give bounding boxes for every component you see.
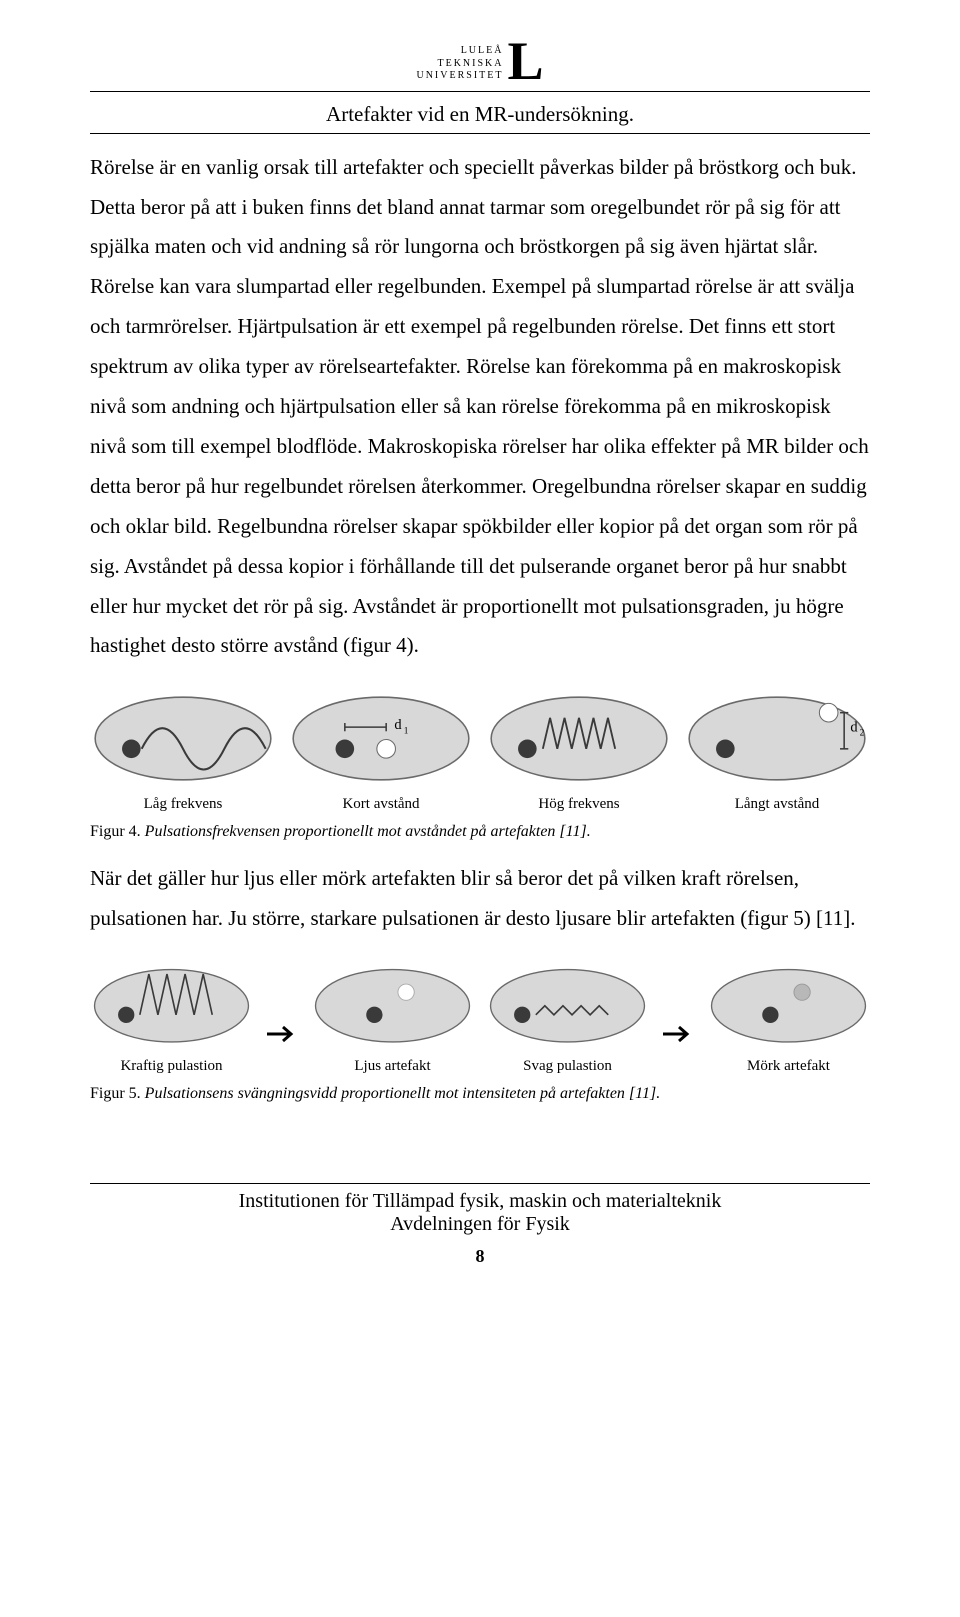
logo-line3: UNIVERSITET [416,70,503,83]
arrow-icon [267,1024,297,1075]
fig5-label-0: Kraftig pulastion [90,1058,253,1075]
header-rule-bottom [90,133,870,134]
header-rule-top [90,91,870,92]
logo-line2: TEKNISKA [416,58,503,71]
svg-text:d: d [850,720,858,736]
arrow-icon [663,1024,693,1075]
fig4-label-2: Hög frekvens [486,796,672,813]
svg-text:d: d [394,717,402,733]
fig4-caption-body: Pulsationsfrekvensen proportionellt mot … [145,823,591,840]
page: LULEÅ TEKNISKA UNIVERSITET L Artefakter … [90,0,870,1297]
fig5-item-1: Ljus artefakt [311,965,474,1075]
fig4-svg-high-freq [486,692,672,785]
fig5-label-3: Mörk artefakt [707,1058,870,1075]
fig5-item-3: Mörk artefakt [707,965,870,1075]
figure-4-caption: Figur 4. Pulsationsfrekvensen proportion… [90,823,870,841]
figure-5: Kraftig pulastion Ljus artefakt [90,965,870,1103]
logo-glyph: L [507,39,543,85]
fig4-item-2: Hög frekvens [486,692,672,813]
logo-text: LULEÅ TEKNISKA UNIVERSITET [416,45,503,83]
svg-text:2: 2 [860,729,865,739]
fig4-svg-low-freq [90,692,276,785]
fig5-item-2: Svag pulastion [486,965,649,1075]
fig5-caption-body: Pulsationsens svängningsvidd proportione… [145,1085,661,1102]
footer-line1: Institutionen för Tillämpad fysik, maski… [90,1190,870,1213]
fig4-label-1: Kort avstånd [288,796,474,813]
fig5-label-2: Svag pulastion [486,1058,649,1075]
figure-5-caption: Figur 5. Pulsationsens svängningsvidd pr… [90,1085,870,1103]
page-number: 8 [90,1246,870,1267]
fig4-item-3: d 2 Långt avstånd [684,692,870,813]
fig5-caption-lead: Figur 5. [90,1085,145,1102]
header-logo: LULEÅ TEKNISKA UNIVERSITET L [90,40,870,85]
figure-5-row: Kraftig pulastion Ljus artefakt [90,965,870,1075]
fig4-caption-lead: Figur 4. [90,823,145,840]
fig4-svg-short-dist: d 1 [288,692,474,785]
fig4-svg-long-dist: d 2 [684,692,870,785]
fig4-label-0: Låg frekvens [90,796,276,813]
figure-4-row: Låg frekvens d 1 Kort avstånd [90,692,870,813]
figure-4: Låg frekvens d 1 Kort avstånd [90,692,870,841]
fig5-svg-light-art [311,965,474,1047]
fig5-item-0: Kraftig pulastion [90,965,253,1075]
svg-text:1: 1 [404,727,409,737]
fig5-svg-weak-puls [486,965,649,1047]
fig4-label-3: Långt avstånd [684,796,870,813]
fig4-item-0: Låg frekvens [90,692,276,813]
logo-line1: LULEÅ [416,45,503,58]
paragraph-1: Rörelse är en vanlig orsak till artefakt… [90,148,870,667]
footer-line2: Avdelningen för Fysik [90,1213,870,1236]
section-title: Artefakter vid en MR-undersökning. [90,102,870,127]
fig5-label-1: Ljus artefakt [311,1058,474,1075]
fig5-svg-dark-art [707,965,870,1047]
fig4-item-1: d 1 Kort avstånd [288,692,474,813]
paragraph-2: När det gäller hur ljus eller mörk artef… [90,859,870,939]
footer-rule [90,1183,870,1184]
page-footer: Institutionen för Tillämpad fysik, maski… [90,1183,870,1267]
fig5-svg-strong-puls [90,965,253,1047]
